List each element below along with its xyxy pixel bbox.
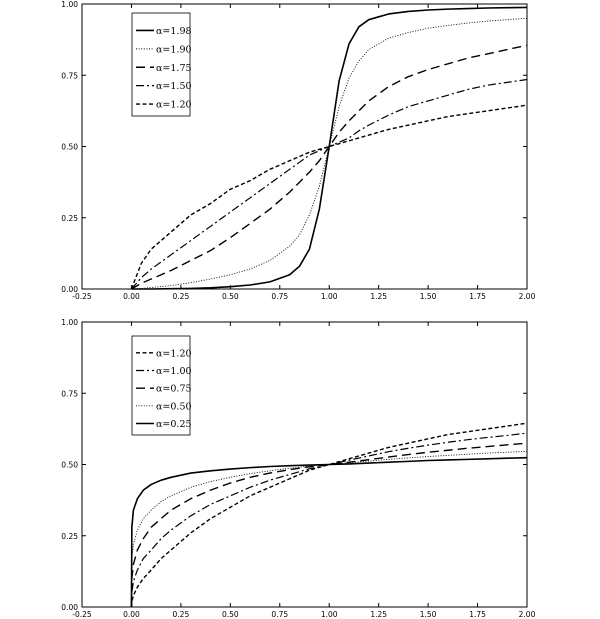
y-tick-label: 0.25	[61, 532, 78, 541]
series-line-4	[130, 78, 528, 290]
y-tick-label: 0.50	[61, 461, 78, 470]
series-line-5	[130, 456, 528, 608]
y-tick-label: 0.75	[61, 389, 78, 398]
legend-label: α=1.90	[156, 44, 192, 55]
y-tick-label: 0.50	[61, 143, 78, 152]
series-line-4	[130, 450, 528, 608]
y-tick-label: 0.00	[61, 603, 78, 612]
chart-panel-2: -0.25 0.00 0.25 0.50 0.75 1.00 1.25 1.50 1.75 2.0…	[61, 318, 535, 619]
series-line-2	[130, 432, 528, 608]
series-line-2	[131, 17, 528, 290]
x-tick-label: 0.50	[222, 292, 239, 301]
x-tick-label: 2.00	[519, 610, 536, 619]
series-line-1	[131, 6, 528, 290]
x-tick-label: 1.75	[469, 292, 486, 301]
series-line-1	[130, 422, 528, 608]
legend-label: α=0.50	[156, 401, 192, 412]
y-tick-label: 0.25	[61, 214, 78, 223]
x-tick-label: 0.25	[173, 292, 190, 301]
legend-label: α=0.25	[156, 419, 192, 430]
x-tick-label: 1.50	[420, 610, 437, 619]
x-tick-label: -0.25	[72, 292, 92, 301]
x-tick-label: 1.25	[370, 292, 387, 301]
y-tick-label: 0.75	[61, 71, 78, 80]
series-line-3	[131, 44, 528, 290]
y-tick-label: 0.00	[61, 285, 78, 294]
legend-label: α=1.20	[156, 100, 192, 111]
legend-label: α=1.98	[156, 26, 192, 37]
x-tick-label: -0.25	[72, 610, 92, 619]
series-line-5	[130, 104, 528, 290]
legend-label: α=0.75	[156, 384, 192, 395]
y-tick-label: 1.00	[61, 318, 78, 327]
legend-label: α=1.50	[156, 81, 192, 92]
x-tick-label: 2.00	[519, 292, 536, 301]
x-tick-label: 1.25	[370, 610, 387, 619]
x-tick-label: 0.25	[173, 610, 190, 619]
x-tick-label: 0.00	[123, 292, 140, 301]
legend-label: α=1.20	[156, 348, 192, 359]
x-tick-label: 0.00	[123, 610, 140, 619]
x-tick-label: 0.50	[222, 610, 239, 619]
x-tick-label: 1.00	[321, 610, 338, 619]
chart-panel-1: -0.25 0.00 0.25 0.50 0.75 1.00 1.25 1.50 1.75 2.0…	[61, 0, 535, 301]
legend-box	[131, 335, 191, 436]
x-tick-label: 1.75	[469, 610, 486, 619]
x-tick-label: 0.75	[271, 292, 288, 301]
y-tick-label: 1.00	[61, 0, 78, 9]
series-line-3	[130, 442, 528, 608]
x-tick-label: 0.75	[271, 610, 288, 619]
legend: α=1.20 α=1.00 α=0.75 α=0.50 α=0.25	[131, 335, 192, 436]
legend-label: α=1.00	[156, 366, 192, 377]
x-tick-label: 1.50	[420, 292, 437, 301]
x-tick-label: 1.00	[321, 292, 338, 301]
legend: α=1.98 α=1.90 α=1.75 α=1.50 α=1.20	[131, 12, 192, 117]
legend-label: α=1.75	[156, 63, 192, 74]
